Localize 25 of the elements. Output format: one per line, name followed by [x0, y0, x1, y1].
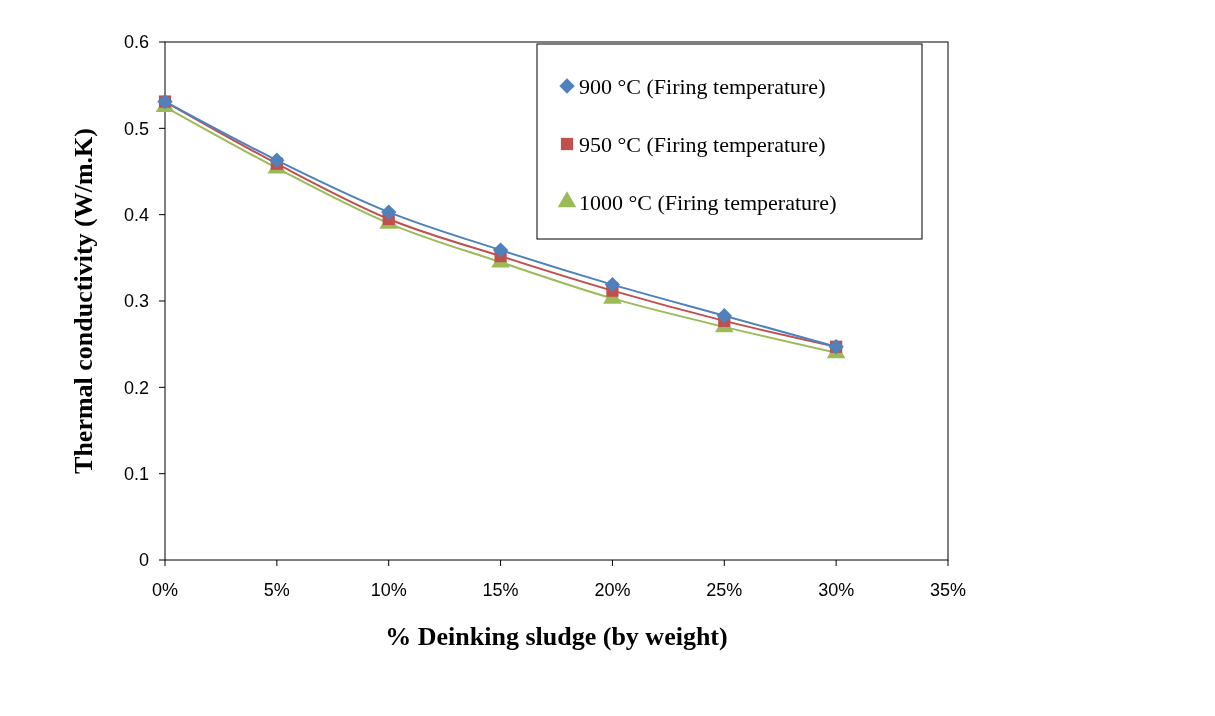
point [604, 276, 621, 293]
x-tick-label: 10% [370, 580, 407, 600]
legend-label: 950 °C (Firing temperature) [579, 131, 826, 157]
x-tick-label: 25% [706, 580, 743, 600]
y-tick-label: 0.1 [123, 463, 149, 484]
point [492, 242, 509, 258]
y-axis-title: Thermal conductivity (W/m.K) [69, 128, 98, 474]
y-tick-label: 0.2 [123, 377, 149, 398]
y-tick-label: 0.3 [123, 291, 149, 312]
legend-label: 1000 °C (Firing temperature) [579, 189, 837, 215]
x-tick-label: 35% [929, 580, 967, 600]
point [269, 152, 285, 168]
x-tick-label: 0% [151, 580, 179, 600]
x-tick-label: 30% [818, 580, 855, 600]
y-tick-label: 0.4 [123, 204, 149, 225]
x-axis-title: % Deinking sludge (by weight) [385, 622, 728, 651]
x-tick-label: 5% [263, 580, 290, 600]
point [381, 204, 397, 220]
y-tick-label: 0.6 [123, 32, 149, 53]
y-tick-label: 0.5 [123, 118, 149, 139]
y-tick-label: 0 [138, 550, 149, 571]
legend-label: 900 °C (Firing temperature) [579, 73, 826, 99]
x-tick-label: 20% [594, 580, 631, 600]
point [716, 308, 732, 324]
x-tick-label: 15% [482, 580, 519, 600]
